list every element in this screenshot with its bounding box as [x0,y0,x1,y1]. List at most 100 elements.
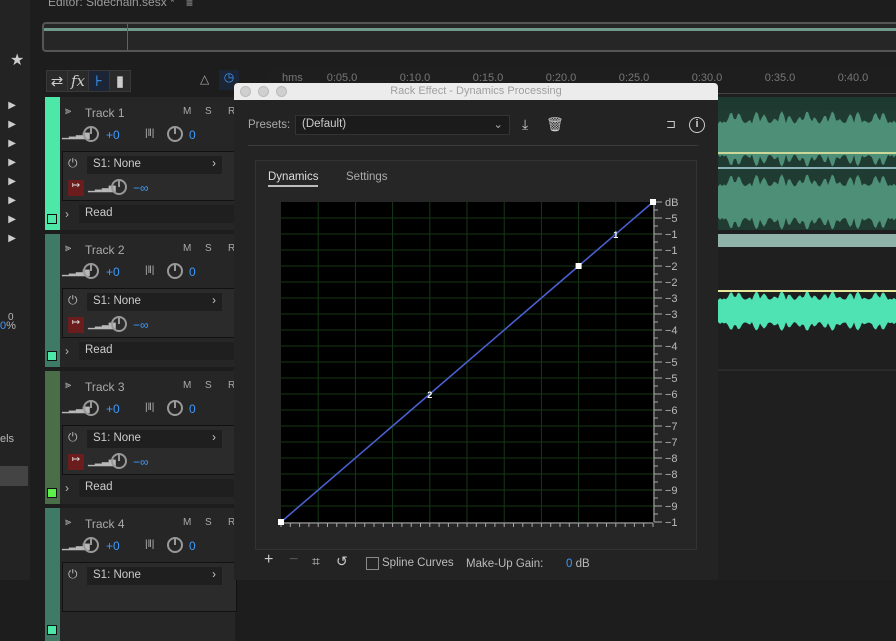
send-knob[interactable] [111,453,127,469]
volume-value[interactable]: +0 [106,539,120,553]
mute-button[interactable]: M [183,106,192,117]
pan-knob[interactable] [167,400,183,416]
y-tick-label: −60 [665,389,678,401]
tab-settings[interactable]: Settings [346,171,388,183]
pan-knob[interactable] [167,126,183,142]
automation-mode-dropdown[interactable]: Read [79,342,239,360]
power-icon[interactable]: ⏻ [68,567,78,581]
automation-mode-dropdown[interactable]: Read [79,479,239,497]
star-icon[interactable]: ★ [10,52,25,69]
send-prepost-icon[interactable]: ↦ [68,317,84,333]
send-prepost-icon[interactable]: ↦ [68,454,84,470]
mute-button[interactable]: M [183,380,192,391]
solo-button[interactable]: S [205,517,212,528]
reset-icon[interactable]: ↺ [336,553,348,569]
presets-dropdown[interactable]: (Default) ⌄ [295,115,510,135]
record-button[interactable]: R [228,243,236,254]
zoom-button[interactable] [276,86,287,97]
mute-button[interactable]: M [183,243,192,254]
overview-timeline[interactable] [42,22,896,52]
expand-icon[interactable]: › [65,344,69,358]
panel-tab[interactable]: els [0,433,15,445]
spline-checkbox[interactable] [366,557,379,570]
solo-button[interactable]: S [205,243,212,254]
track-color-strip[interactable] [45,508,60,641]
pan-knob[interactable] [167,537,183,553]
volume-value[interactable]: +0 [106,128,120,142]
track-select-box[interactable] [47,351,57,361]
waveform-icon: ⫸ [65,516,72,528]
expand-icon[interactable]: › [65,481,69,495]
makeup-gain-value[interactable]: 0 [566,558,573,570]
pan-value[interactable]: 0 [189,128,196,142]
pan-value[interactable]: 0 [189,265,196,279]
track-color-strip[interactable] [45,371,60,504]
volume-knob[interactable] [83,537,99,553]
waveform-area[interactable] [718,94,896,580]
volume-knob[interactable] [83,126,99,142]
power-icon[interactable]: ⏻ [68,156,78,170]
selected-row[interactable] [0,466,28,486]
send-selector[interactable]: S1: None › [87,567,222,585]
volume-value[interactable]: +0 [106,402,120,416]
add-point-icon[interactable]: + [264,551,274,568]
send-prepost-icon[interactable]: ↦ [68,180,84,196]
pan-icon: |‖| [145,402,155,413]
track-color-strip[interactable] [45,234,60,367]
panel-expanders[interactable]: ▶ ▶ ▶ ▶ ▶ ▶ ▶ ▶ [8,100,16,244]
makeup-gain-label: Make-Up Gain: [466,558,544,570]
send-volume-value[interactable]: −∞ [133,318,149,332]
pan-value[interactable]: 0 [189,539,196,553]
trash-icon[interactable]: 🗑 [546,116,564,132]
track-select-box[interactable] [47,488,57,498]
hamburger-icon[interactable]: ≡ [186,0,194,10]
pan-value[interactable]: 0 [189,402,196,416]
track-name[interactable]: Track 2 [85,243,125,257]
power-icon[interactable]: ⏻ [68,430,78,444]
metronome-icon[interactable]: △ [200,72,210,86]
close-button[interactable] [240,86,251,97]
send-volume-value[interactable]: −∞ [133,455,149,469]
volume-knob[interactable] [83,263,99,279]
record-button[interactable]: R [228,517,236,528]
routing-icon[interactable]: ⊐ [666,117,677,131]
solo-button[interactable]: S [205,106,212,117]
send-selector[interactable]: S1: None › [87,156,222,174]
waveform-icon: ⫸ [65,379,72,391]
send-knob[interactable] [111,179,127,195]
volume-knob[interactable] [83,400,99,416]
minimize-button[interactable] [258,86,269,97]
send-box: ⏻ S1: None › ↦ ▁▂▃▅ −∞ [62,288,237,338]
track-color-strip[interactable] [45,97,60,230]
track-name[interactable]: Track 4 [85,517,125,531]
pan-knob[interactable] [167,263,183,279]
tab-dynamics[interactable]: Dynamics [268,171,319,187]
send-volume-value[interactable]: −∞ [133,181,149,195]
solo-button[interactable]: S [205,380,212,391]
save-preset-icon[interactable]: ⤓ [522,116,529,132]
invert-icon[interactable]: ⌗ [312,553,320,569]
mute-button[interactable]: M [183,517,192,528]
dynamics-graph[interactable]: −90−80−70−60−50−40−30−20−100−5−10−15−20−… [264,197,678,527]
remove-point-icon[interactable]: − [289,551,299,568]
info-icon[interactable]: i [689,117,705,133]
track-name[interactable]: Track 3 [85,380,125,394]
power-icon[interactable]: ⏻ [68,293,78,307]
track-select-box[interactable] [47,625,57,635]
eq-icon[interactable]: ▮ [109,70,131,92]
percent-value[interactable]: 0 [0,320,7,332]
fx-icon[interactable]: fx [67,70,89,92]
track-name[interactable]: Track 1 [85,106,125,120]
volume-value[interactable]: +0 [106,265,120,279]
sends-icon[interactable]: ⊦ [88,70,110,92]
track-select-box[interactable] [47,214,57,224]
dialog-titlebar[interactable]: Rack Effect - Dynamics Processing [234,83,718,100]
expand-icon[interactable]: › [65,207,69,221]
send-selector[interactable]: S1: None › [87,293,222,311]
send-knob[interactable] [111,316,127,332]
record-button[interactable]: R [228,380,236,391]
automation-mode-dropdown[interactable]: Read [79,205,239,223]
swap-icon[interactable]: ⇄ [46,70,68,92]
send-selector[interactable]: S1: None › [87,430,222,448]
record-button[interactable]: R [228,106,236,117]
